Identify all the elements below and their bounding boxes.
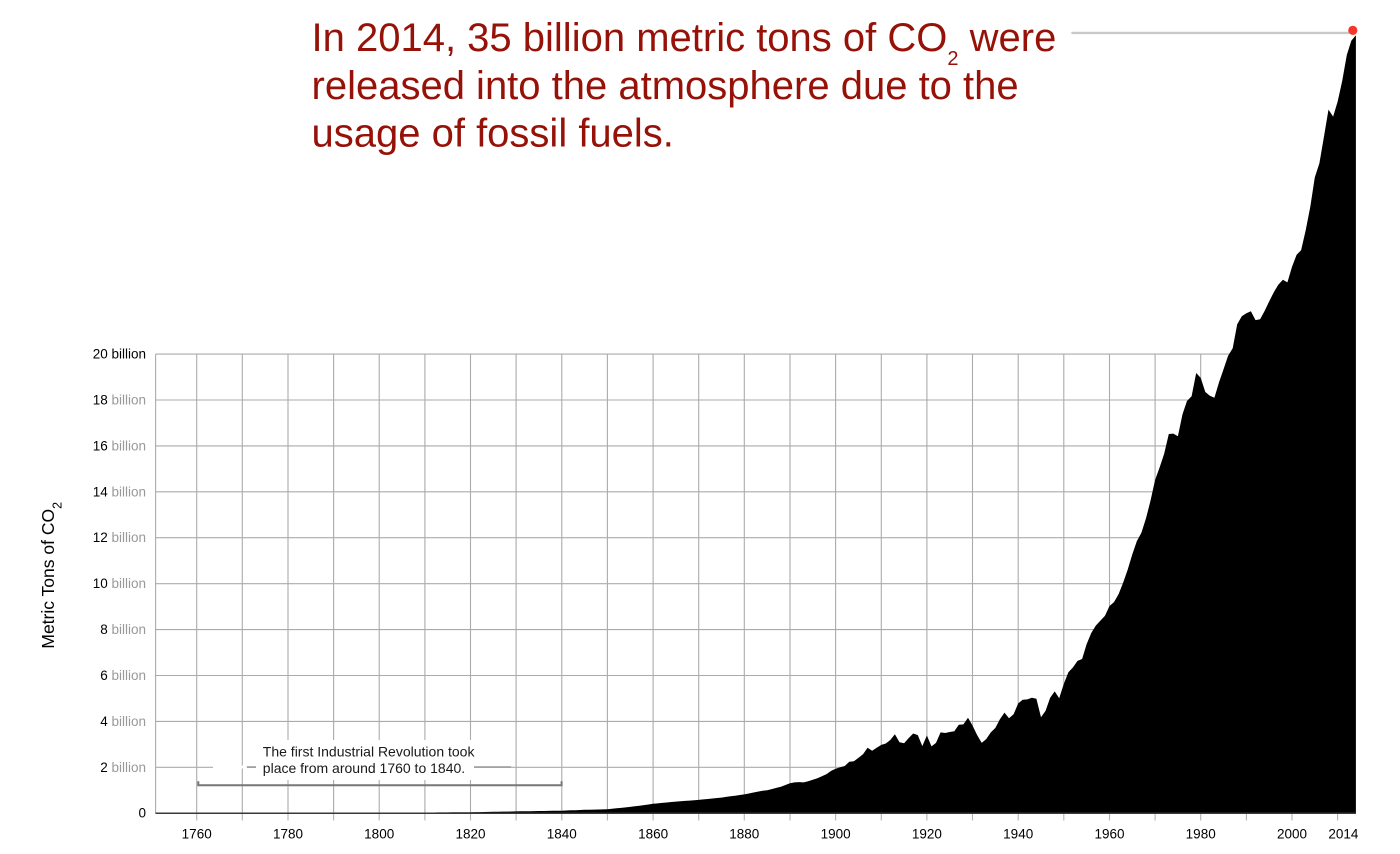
svg-text:1980: 1980 [1186, 827, 1216, 842]
svg-text:16 billion: 16 billion [93, 438, 146, 453]
svg-text:12 billion: 12 billion [93, 530, 146, 545]
svg-text:6 billion: 6 billion [100, 668, 146, 683]
svg-text:2014: 2014 [1328, 827, 1359, 842]
svg-text:18 billion: 18 billion [93, 393, 146, 408]
svg-text:1860: 1860 [638, 827, 668, 842]
svg-text:1800: 1800 [364, 827, 394, 842]
svg-text:1820: 1820 [455, 827, 485, 842]
svg-text:14 billion: 14 billion [93, 484, 146, 499]
svg-text:0: 0 [138, 806, 146, 821]
svg-text:1760: 1760 [182, 827, 212, 842]
svg-text:4 billion: 4 billion [100, 714, 146, 729]
svg-text:1960: 1960 [1094, 827, 1124, 842]
svg-text:1840: 1840 [547, 827, 577, 842]
svg-text:1900: 1900 [821, 827, 851, 842]
svg-text:usage of fossil fuels.: usage of fossil fuels. [312, 112, 674, 156]
svg-text:8 billion: 8 billion [100, 622, 146, 637]
svg-text:20 billion: 20 billion [93, 347, 146, 362]
svg-text:place from around 1760 to 1840: place from around 1760 to 1840. [263, 760, 465, 776]
svg-text:1880: 1880 [729, 827, 759, 842]
svg-text:1940: 1940 [1003, 827, 1033, 842]
svg-text:The first Industrial Revolutio: The first Industrial Revolution took [263, 743, 476, 759]
svg-text:2000: 2000 [1277, 827, 1307, 842]
svg-text:1780: 1780 [273, 827, 303, 842]
svg-text:10 billion: 10 billion [93, 576, 146, 591]
svg-text:released into the atmosphere d: released into the atmosphere due to the [312, 64, 1019, 108]
svg-text:2 billion: 2 billion [100, 760, 146, 775]
svg-text:1920: 1920 [912, 827, 942, 842]
